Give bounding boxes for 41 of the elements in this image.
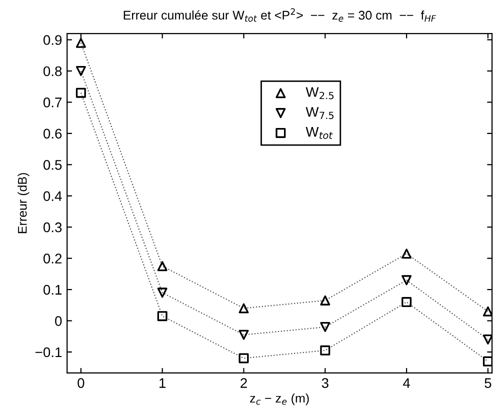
point [238, 353, 249, 364]
y-tick-label: 0.1 [43, 284, 62, 295]
x-tick-label: 4 [403, 378, 410, 388]
point [157, 288, 168, 298]
point [482, 334, 492, 345]
point [402, 297, 412, 308]
x-tick-label: 2 [240, 378, 247, 388]
point [76, 38, 86, 48]
x-tick-label: 0 [78, 378, 84, 388]
point [76, 66, 86, 76]
point [402, 248, 412, 259]
point [320, 322, 330, 332]
point [238, 303, 249, 314]
point [76, 88, 86, 98]
y-axis-title: Erreur (dB) [18, 173, 30, 234]
x-tick-label: 1 [160, 378, 166, 388]
y-tick-label: −0.1 [36, 347, 62, 358]
y-tick-label: 0.5 [43, 160, 62, 170]
point [238, 330, 249, 340]
point [482, 306, 492, 316]
y-tick-label: 0.4 [43, 191, 62, 202]
point [320, 345, 330, 356]
x-tick-label: 3 [322, 378, 328, 388]
y-tick-label: 0 [55, 316, 62, 326]
legend-label: W$_{7.5}$ [306, 107, 334, 120]
y-tick-label: 0.2 [43, 254, 62, 264]
y-tick-label: 0.8 [43, 66, 62, 76]
y-tick-label: 0.7 [43, 98, 62, 108]
x-tick-label: 5 [484, 378, 492, 388]
y-tick-label: 0.9 [43, 35, 62, 45]
legend-label: W$_{tot}$ [306, 127, 333, 139]
point [482, 356, 492, 366]
y-tick-label: 0.3 [43, 222, 62, 232]
x-axis-title: z$_{c}$ − z$_{e}$ (m) [250, 393, 309, 406]
legend-label: W$_{2.5}$ [306, 87, 334, 100]
point [320, 295, 330, 306]
point [402, 275, 412, 286]
point [157, 261, 168, 272]
y-tick-label: 0.6 [43, 128, 62, 139]
chart-title: Erreur cumulée sur W$_{tot}$ et <P$^{2}$> −− z$_{e}$ = 30 cm −− f$_{HF}$ [124, 8, 436, 22]
point [157, 311, 168, 322]
